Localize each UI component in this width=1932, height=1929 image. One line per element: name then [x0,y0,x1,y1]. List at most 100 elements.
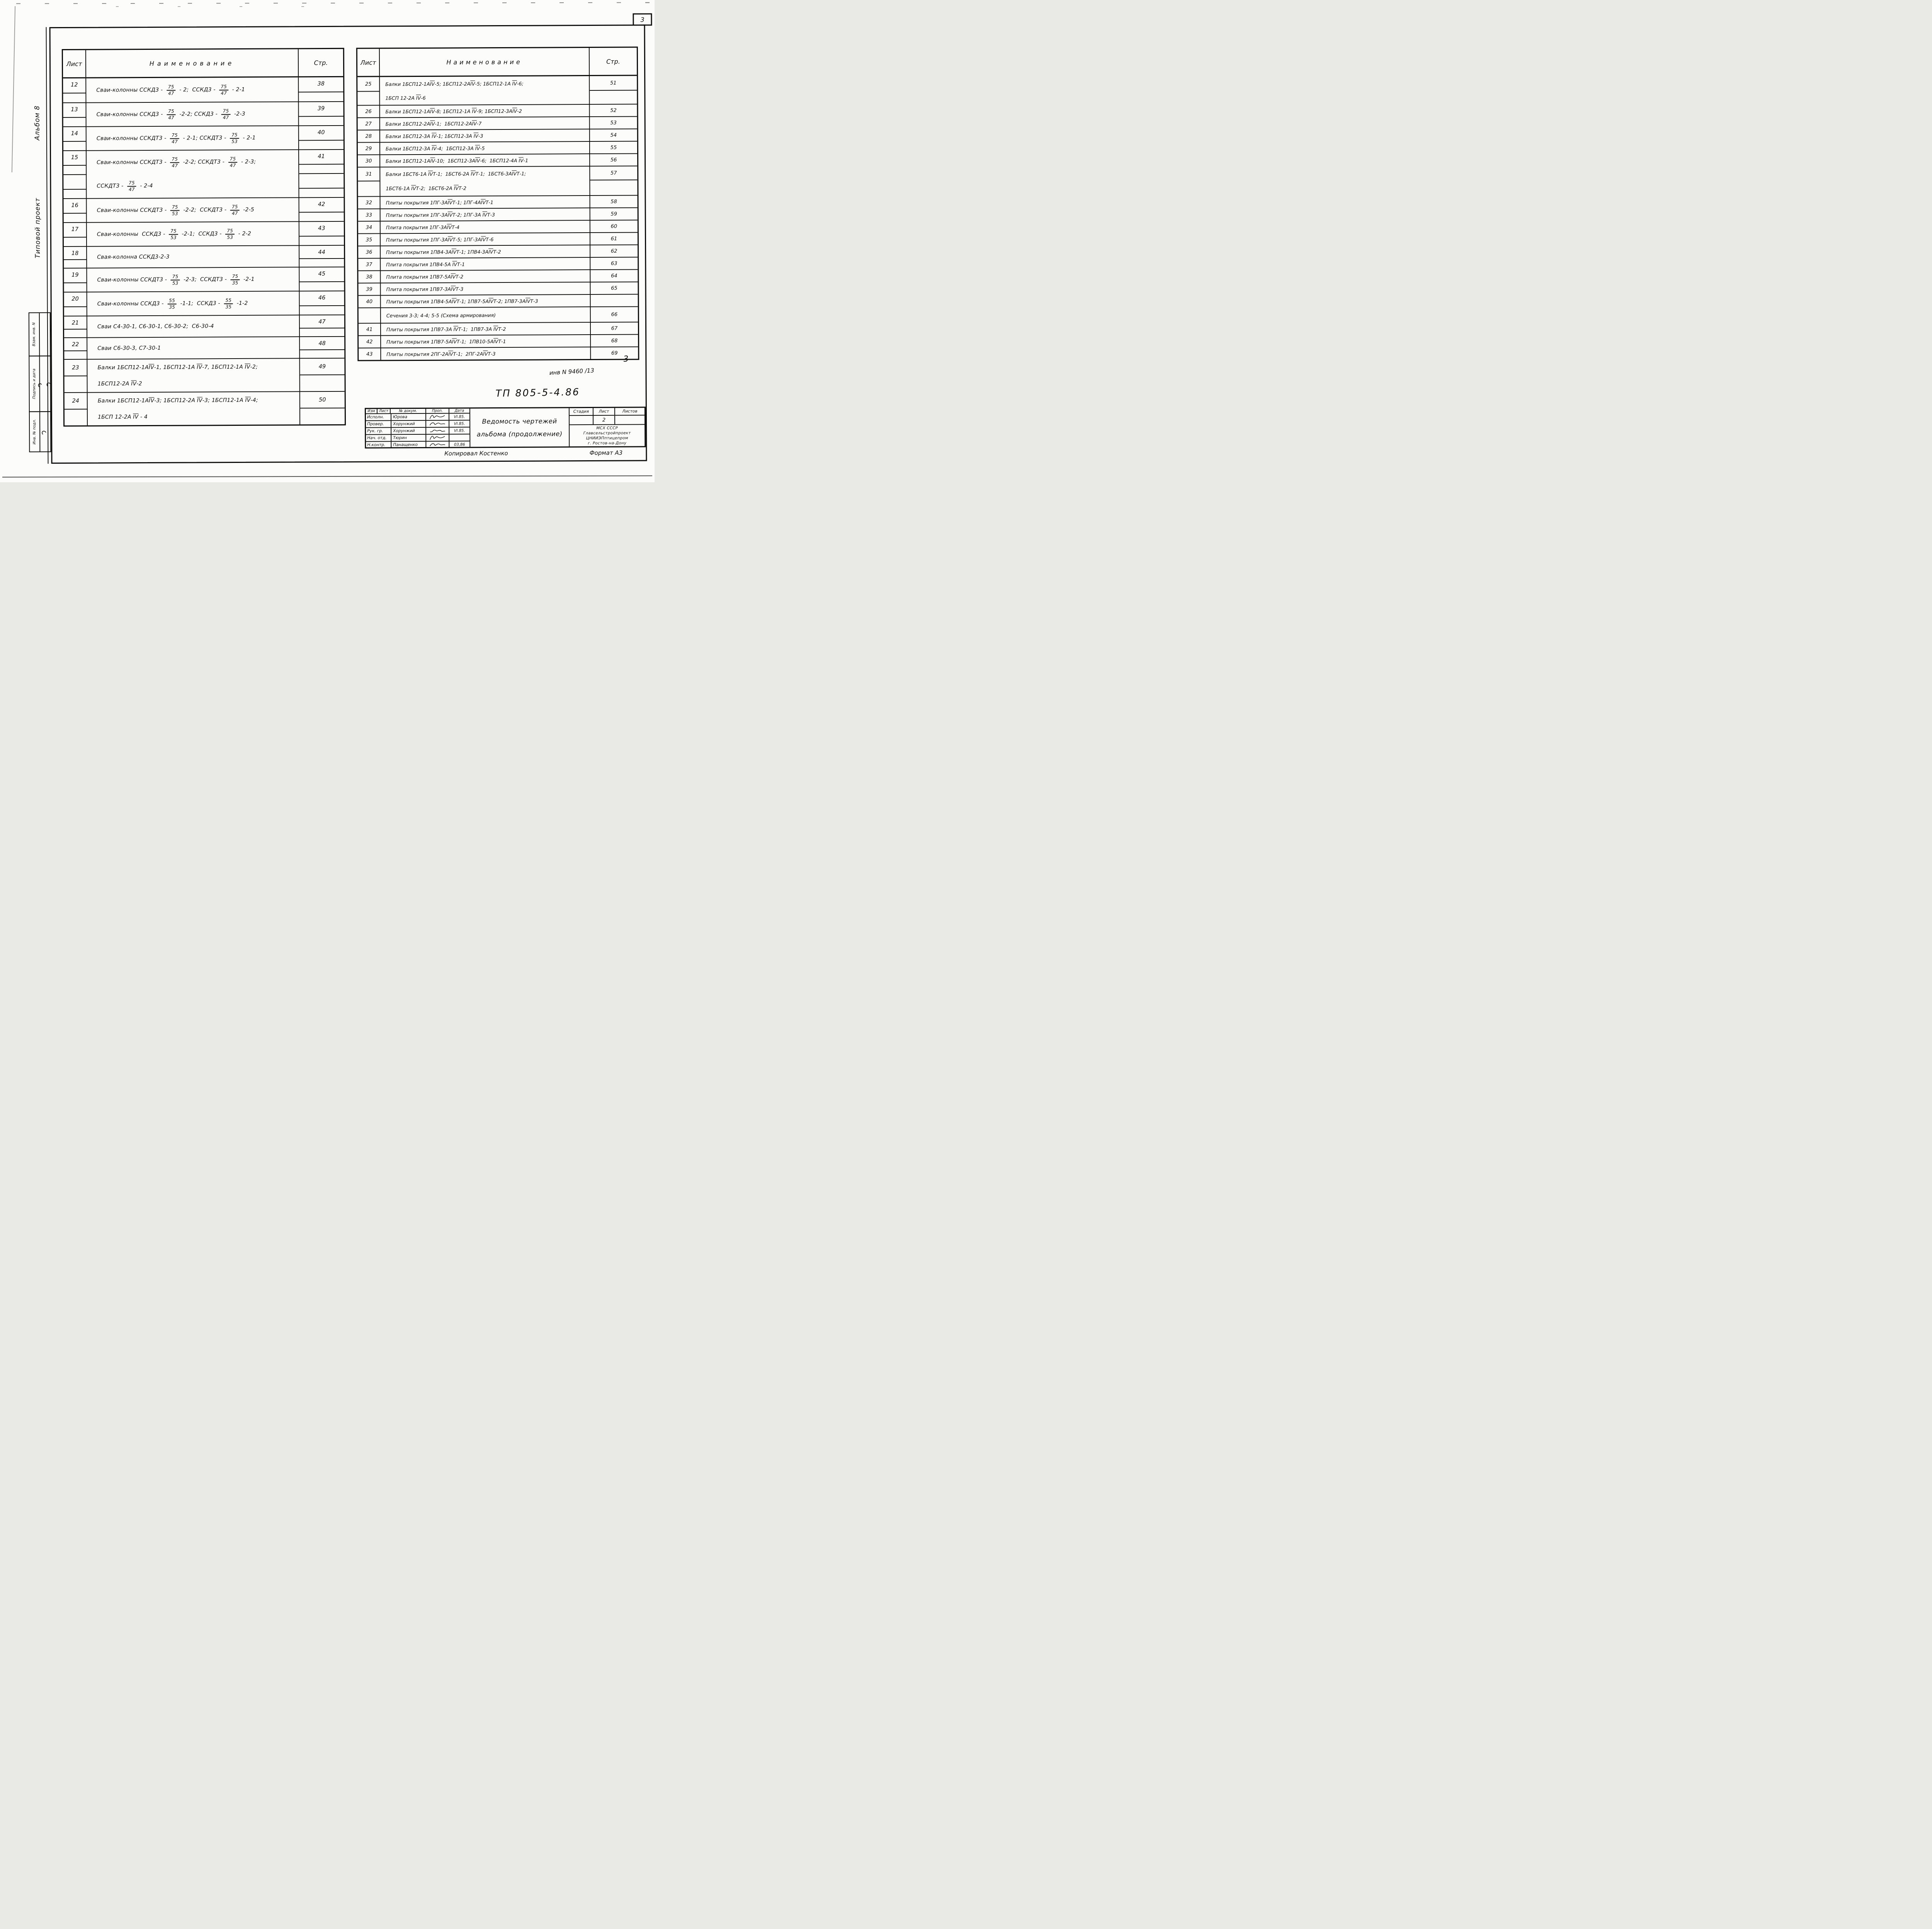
drawing-name: Балки 1БСП12-1А IV -5; 1БСП12-2А IV -5; 1БСП… [385,80,524,87]
overlined-IV: IV [197,364,202,370]
drawing-name-cell: Балки 1БСП12-1А IV -8; 1БСП12-1А IV -9; 1БС… [380,104,590,117]
margin-stamp-inv-podl: Инв. № подл. [29,411,51,452]
table-header-row: Лист Наименование Стр. [357,48,637,77]
overlined-IV: IV [451,286,456,292]
sheet-number: 29 [365,145,372,152]
drawing-name-cell: Сваи С6-30-3, С7-30-1 [87,336,300,359]
drawing-name: Балки 1БСП12-1А IV -10; 1БСП12-3А IV -6; 1БС… [386,157,529,164]
sheet-number: 38 [366,274,372,280]
stage-value-cell [615,415,645,424]
overlined-IV: IV [470,80,475,87]
page-number: 58 [611,199,617,205]
page-number: 44 [318,249,325,256]
page-number-cell: 58 [590,195,638,208]
drawing-name-cell: Плиты покрытия 1ПВ4-3А IV Т-1; 1ПВ4-3А IV Т-… [381,245,591,258]
page-number-cell: 67 [590,322,638,335]
overlined-IV: IV [447,212,453,218]
organization-block: МСХ СССР Главсельстройпроект ЦНИИЭПптице… [570,425,645,446]
overlined-IV: IV [475,157,480,163]
page-number: 60 [611,223,617,230]
table-row: 27 Балки 1БСП12-2А IV -1; 1БСП12-2А IV -7 53 [357,116,637,130]
sheet-number: 31 [365,171,372,177]
table-body: 25 Балки 1БСП12-1А IV -5; 1БСП12-2А IV -5; 1Б… [357,76,638,360]
page-number: 62 [611,248,617,254]
drawing-name: Плиты покрытия 1ПГ-3А IV Т-5; 1ПГ-3А IV Т-6 [386,236,494,243]
overlined-IV: IV [472,120,477,126]
stage-header-cell: Листов [622,409,638,414]
drawing-name: Плита покрытия 1ПВ7-5А IV Т-2 [386,273,464,280]
organization-line: г. Ростов-на-Дону [588,441,627,446]
page-number: 66 [611,311,618,318]
drawing-name-cell: Плиты покрытия 1ПГ-3А IV Т-5; 1ПГ-3А IV Т-6 [380,232,591,246]
margin-stamp-label: Взам. инв. N [32,322,36,347]
document-title-line1: Ведомость чертежей [482,417,557,425]
sheet-number: 42 [366,339,373,345]
drawing-name: 1БСП12-2А IV -2 [97,380,142,387]
signature-date: VI.85. [454,414,465,419]
table-row: 37 Плита покрытия 1ПВ4-5А IV Т-1 63 [358,257,638,270]
overlined-IV: IV [428,171,433,177]
organization-line: Главсельстройпроект [583,431,631,435]
overlined-IV: IV [519,157,524,163]
fraction: 75 47 [219,84,228,96]
person-name: Хорунжий [391,427,427,434]
page-number-cell: 42 [299,197,344,221]
overlined-IV: IV [488,248,493,255]
drawing-name: Сваи С4-30-1, С6-30-1, С6-30-2; С6-30-4 [97,323,214,330]
overlined-IV: IV [197,397,202,403]
sheet-number: 41 [366,326,373,333]
page-number-cell [590,90,637,104]
overlined-IV: IV [149,397,155,404]
table-row: 15 Сваи-колонны ССКДТ3 - 75 47 -2-2; ССКДТ… [63,149,344,174]
role-label: Исполн. [366,414,392,420]
sheet-number-cell: 38 [358,270,381,283]
sheet-number: 28 [365,133,372,139]
page-number-cell: 43 [299,221,344,245]
sheet-number: 39 [366,286,372,293]
sheet-number: 22 [71,341,79,348]
drawing-name-cell: 1БСП 12-2А IV - 4 [87,408,301,425]
drawing-index-table-right: Лист Наименование Стр. 25 Балки 1БСП12-1А… [356,46,639,361]
sheet-number-cell: 31 [358,167,381,181]
overlined-IV: IV [482,211,487,218]
table-row: 43 Плиты покрытия 2ПГ-2А IV Т-1; 2ПГ-2А IV Т-… [359,346,638,360]
page-number-cell: 68 [591,334,638,347]
drawing-name-cell: ССКДТ3 - 75 47 - 2-4 [87,173,299,198]
column-header-page: Стр. [606,58,620,65]
sheet-number: 12 [70,82,78,88]
sheet-number-cell: 29 [357,142,381,155]
organization-line: ЦНИИЭПптицепром [586,436,628,441]
margin-stamp-vzam-inv: Взам. инв. N [28,312,51,357]
page-number: 52 [610,107,617,114]
table-header-row: Лист Наименование Стр. [63,49,344,78]
page-number-cell: 54 [590,128,637,141]
page-number: 47 [318,319,326,325]
role-label: Нач. отд. [366,435,392,441]
page-number-cell: 61 [590,232,638,245]
sheet-number-cell [358,307,381,323]
drawing-name: Плита покрытия 1ПГ-3А IV Т-4 [386,224,460,230]
sheet-number: 24 [72,398,80,404]
role-rows: Исполн. Юрова VI.85. Провер. Хорунжий VI.85. Р… [366,413,470,448]
page-number-cell [299,173,344,197]
drawing-name-cell: Сваи-колонны ССКД3 - 55 35 -1-1; ССКД3 - … [87,291,300,316]
drawing-name: Балки 1БСТ6-1А IV Т-1; 1БСТ6-2А IV Т-1; 1Б… [386,170,526,177]
drawing-name: Сваи-колонны ССКДТ3 - 75 47 - 2-1; ССКДТ3… [96,132,256,145]
sheet-number-cell: 18 [64,246,87,268]
signature-date: 03,86 [454,442,465,447]
page-number-cell: 51 [590,76,637,90]
fraction: 75 47 [170,132,179,145]
table-row: 26 Балки 1БСП12-1А IV -8; 1БСП12-1А IV -9; 1… [357,104,637,117]
page-number: 55 [610,145,617,151]
drawing-name: Сваи-колонны ССКД3 - 55 35 -1-1; ССКД3 - … [97,297,248,310]
page-number-cell: 47 [299,314,345,337]
copied-by-note: Копировал Костенко [444,449,508,457]
title-block-role-row: Исполн. Юрова VI.85. [366,413,470,421]
title-block-stage: Стадия Лист Листов 2 МСХ СССР Главсельст… [569,408,645,446]
person-name: Тюрин [391,434,427,441]
table-row: 20 Сваи-колонны ССКД3 - 55 35 -1-1; ССКД3 … [64,290,344,316]
sheet-number: 13 [71,106,78,113]
table-row: 24 Балки 1БСП12-1А IV -3; 1БСП12-2А IV -3; 1… [64,391,345,409]
drawing-name: Плиты покрытия 1ПВ7-5А IV Т-1; 1ПВ10-5А IV Т… [386,338,506,345]
person-name: Хорунжий [391,420,427,427]
